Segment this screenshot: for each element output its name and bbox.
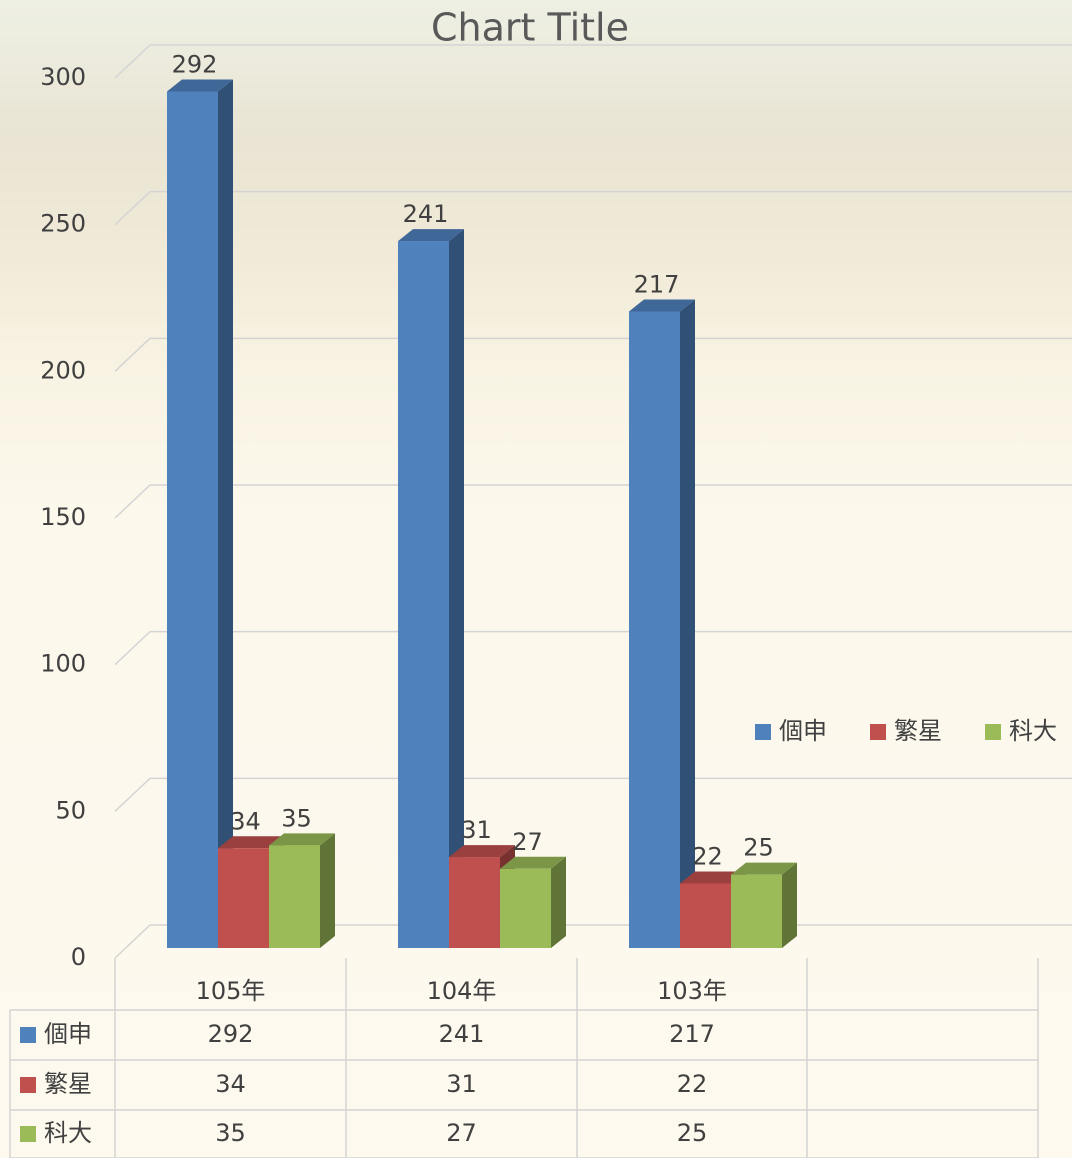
bar <box>629 311 680 948</box>
grid-line <box>115 632 150 665</box>
table-cell: 217 <box>669 1020 715 1048</box>
bar-side <box>551 857 566 948</box>
y-tick-label: 150 <box>40 503 86 531</box>
grid-line <box>115 192 150 225</box>
data-label: 292 <box>172 50 218 78</box>
y-tick-label: 50 <box>55 796 86 824</box>
bar <box>449 857 500 948</box>
grid-line <box>115 778 150 811</box>
y-tick-label: 100 <box>40 650 86 678</box>
data-label: 35 <box>281 804 312 832</box>
grid-line <box>115 338 150 371</box>
bar <box>398 241 449 948</box>
table-cell: 292 <box>208 1020 254 1048</box>
data-label: 22 <box>692 842 723 870</box>
bar-side <box>320 833 335 948</box>
chart: Chart Title 0 50 100 150 200 250 300 292 241 217 3… <box>0 0 1072 1158</box>
y-tick-label: 200 <box>40 356 86 384</box>
x-tick-label: 105年 <box>196 977 266 1005</box>
table-series-name: 科大 <box>44 1119 92 1147</box>
table-cell: 31 <box>446 1070 477 1098</box>
table-cell: 34 <box>215 1070 246 1098</box>
table-cell: 241 <box>439 1020 485 1048</box>
bar <box>218 848 269 948</box>
table-legend-key <box>20 1126 36 1142</box>
legend-key <box>985 724 1001 740</box>
table-legend-key <box>20 1077 36 1093</box>
legend-label: 科大 <box>1009 717 1057 745</box>
table-series-name: 個申 <box>44 1020 92 1048</box>
legend-label: 繁星 <box>894 717 942 745</box>
y-tick-label: 250 <box>40 210 86 238</box>
data-label: 31 <box>461 816 492 844</box>
legend-label: 個申 <box>779 717 827 745</box>
y-tick-label: 0 <box>71 943 86 971</box>
bar <box>167 91 218 948</box>
grid-line <box>115 485 150 518</box>
legend-key <box>870 724 886 740</box>
table-series-name: 繁星 <box>44 1070 92 1098</box>
data-label: 27 <box>512 828 543 856</box>
x-tick-label: 104年 <box>427 977 497 1005</box>
bar <box>500 869 551 948</box>
bar-side <box>782 863 797 948</box>
table-cell: 22 <box>677 1070 708 1098</box>
data-label: 217 <box>634 270 680 298</box>
legend-key <box>755 724 771 740</box>
table-cell: 35 <box>215 1119 246 1147</box>
chart-title: Chart Title <box>431 6 629 50</box>
y-tick-label: 300 <box>40 63 86 91</box>
table-legend-key <box>20 1027 36 1043</box>
data-label: 25 <box>743 834 774 862</box>
grid-line <box>115 925 150 958</box>
grid-line <box>115 45 150 78</box>
data-label: 241 <box>403 200 449 228</box>
table-cell: 25 <box>677 1119 708 1147</box>
bar <box>731 875 782 948</box>
page: Chart Title 0 50 100 150 200 250 300 292 241 217 3… <box>0 0 1072 1158</box>
data-label: 34 <box>230 807 261 835</box>
table-cell: 27 <box>446 1119 477 1147</box>
bar <box>269 845 320 948</box>
bar <box>680 883 731 948</box>
x-tick-label: 103年 <box>657 977 727 1005</box>
